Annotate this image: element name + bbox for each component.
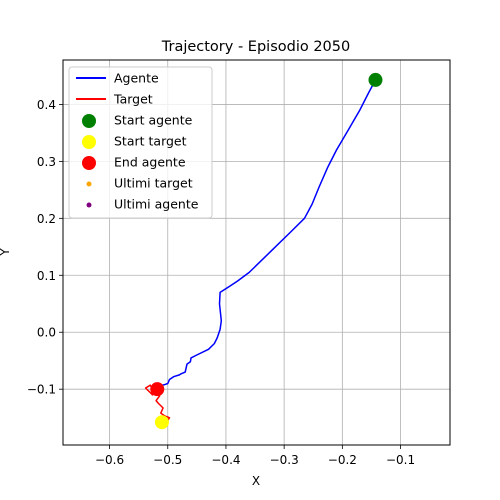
y-tick-label: −0.1 bbox=[27, 383, 56, 397]
plot-markers bbox=[150, 72, 383, 430]
x-tick-label: −0.4 bbox=[211, 453, 240, 467]
y-tick-label: 0.0 bbox=[37, 326, 56, 340]
legend-label-start-agente: Start agente bbox=[114, 113, 193, 128]
legend-box bbox=[68, 66, 213, 219]
y-tick-label: 0.4 bbox=[37, 98, 56, 112]
series-line-agente bbox=[155, 79, 377, 390]
legend-label-end-agente: End agente bbox=[114, 155, 186, 170]
point-start-target bbox=[154, 415, 169, 430]
y-axis: −0.1 0.0 0.1 0.2 0.3 0.4 bbox=[27, 98, 63, 397]
legend-label-agente: Agente bbox=[114, 71, 159, 86]
plot-frame bbox=[62, 59, 451, 446]
y-axis-label: Y bbox=[0, 248, 12, 257]
x-axis: −0.6 −0.5 −0.4 −0.3 −0.2 −0.1 bbox=[95, 445, 415, 467]
legend-label-target: Target bbox=[113, 92, 153, 107]
x-tick-label: −0.2 bbox=[328, 453, 357, 467]
y-tick-label: 0.1 bbox=[37, 269, 56, 283]
legend: Agente Target Start agente Start target End … bbox=[68, 66, 213, 219]
legend-swatch-ultimi-agente bbox=[86, 202, 92, 208]
x-tick-label: −0.1 bbox=[386, 453, 415, 467]
legend-label-start-target: Start target bbox=[114, 134, 187, 149]
legend-label-ultimi-agente: Ultimi agente bbox=[114, 197, 199, 212]
x-tick-label: −0.3 bbox=[270, 453, 299, 467]
point-start-agente bbox=[368, 72, 383, 87]
x-tick-label: −0.6 bbox=[95, 453, 124, 467]
x-tick-label: −0.5 bbox=[153, 453, 182, 467]
y-tick-label: 0.2 bbox=[37, 212, 56, 226]
point-end-agente bbox=[150, 382, 165, 397]
legend-swatch-start-target bbox=[82, 135, 96, 149]
y-tick-label: 0.3 bbox=[37, 155, 56, 169]
legend-swatch-end-agente bbox=[82, 156, 96, 170]
chart-title: Trajectory - Episodio 2050 bbox=[161, 39, 350, 55]
legend-swatch-start-agente bbox=[82, 114, 96, 128]
legend-label-ultimi-target: Ultimi target bbox=[114, 176, 193, 191]
x-axis-label: X bbox=[252, 474, 260, 488]
legend-swatch-ultimi-target bbox=[86, 181, 92, 187]
